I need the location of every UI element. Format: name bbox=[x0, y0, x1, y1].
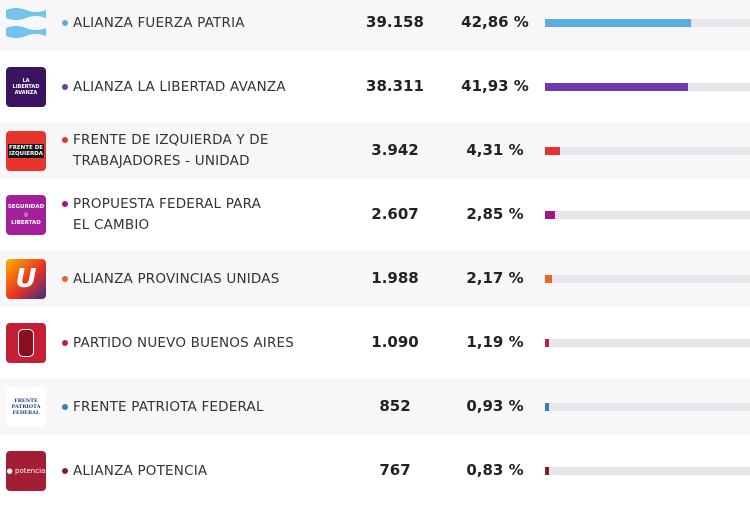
party-name-line: EL CAMBIO bbox=[73, 217, 150, 233]
party-row: U ALIANZA PROVINCIAS UNIDAS 1.988 2,17 % bbox=[0, 251, 750, 307]
party-logo-icon bbox=[6, 323, 46, 363]
vote-share-bar bbox=[545, 19, 750, 27]
party-name: PROPUESTA FEDERAL PARA EL CAMBIO bbox=[62, 194, 261, 236]
party-color-dot-icon bbox=[62, 201, 68, 207]
vote-share-fill bbox=[545, 339, 550, 347]
party-row: ● potencia ALIANZA POTENCIA 767 0,83 % bbox=[0, 435, 750, 507]
party-logo-icon: LA LIBERTAD AVANZA bbox=[6, 67, 46, 107]
party-name-line: ALIANZA POTENCIA bbox=[73, 462, 208, 479]
party-votes: 3.942 bbox=[371, 141, 419, 159]
vote-share-fill bbox=[545, 211, 555, 219]
party-row: FRENTE PATRIOTA FEDERAL FRENTE PATRIOTA FED… bbox=[0, 379, 750, 435]
vote-share-fill bbox=[545, 83, 688, 91]
party-row: FRENTE DE IZQUIERDA FRENTE DE IZQUIERDA Y … bbox=[0, 123, 750, 179]
party-name: ALIANZA FUERZA PATRIA bbox=[62, 13, 245, 34]
party-row: ALIANZA FUERZA PATRIA 39.158 42,86 % bbox=[0, 0, 750, 51]
party-row: SEGURIDAD ◎ LIBERTAD PROPUESTA FEDERAL PARA… bbox=[0, 179, 750, 251]
party-votes: 1.090 bbox=[371, 333, 419, 351]
party-percent: 0,93 % bbox=[466, 397, 524, 415]
party-logo-icon bbox=[6, 3, 46, 43]
party-logo-icon: U bbox=[6, 259, 46, 299]
party-row: LA LIBERTAD AVANZA ALIANZA LA LIBERTAD AVAN… bbox=[0, 51, 750, 123]
vote-share-bar bbox=[545, 339, 750, 347]
party-votes: 38.311 bbox=[366, 77, 424, 95]
party-votes: 39.158 bbox=[366, 13, 424, 31]
party-percent: 2,85 % bbox=[466, 205, 524, 223]
vote-share-bar bbox=[545, 147, 750, 155]
party-name: ALIANZA POTENCIA bbox=[62, 461, 207, 482]
party-votes: 767 bbox=[379, 461, 411, 479]
party-name-line: PARTIDO NUEVO BUENOS AIRES bbox=[73, 334, 295, 351]
vote-share-bar bbox=[545, 275, 750, 283]
vote-share-fill bbox=[545, 275, 553, 283]
party-color-dot-icon bbox=[62, 339, 68, 346]
party-name-line: FRENTE DE IZQUIERDA Y DE bbox=[73, 132, 269, 148]
party-color-dot-icon bbox=[62, 83, 68, 90]
party-logo-icon: ● potencia bbox=[6, 451, 46, 491]
party-color-dot-icon bbox=[62, 403, 68, 410]
party-name-line: ALIANZA PROVINCIAS UNIDAS bbox=[73, 270, 280, 287]
party-name-line: ALIANZA LA LIBERTAD AVANZA bbox=[73, 78, 286, 95]
party-logo-icon: FRENTE PATRIOTA FEDERAL bbox=[6, 387, 46, 427]
party-row: PARTIDO NUEVO BUENOS AIRES 1.090 1,19 % bbox=[0, 307, 750, 379]
party-votes: 1.988 bbox=[371, 269, 419, 287]
vote-share-bar bbox=[545, 83, 750, 91]
vote-share-bar bbox=[545, 403, 750, 411]
party-color-dot-icon bbox=[62, 275, 68, 282]
vote-share-fill bbox=[545, 147, 560, 155]
party-percent: 4,31 % bbox=[466, 141, 524, 159]
party-logo-icon: FRENTE DE IZQUIERDA bbox=[6, 131, 46, 171]
party-name: ALIANZA LA LIBERTAD AVANZA bbox=[62, 77, 286, 98]
party-percent: 0,83 % bbox=[466, 461, 524, 479]
party-color-dot-icon bbox=[62, 19, 68, 26]
party-logo-icon: SEGURIDAD ◎ LIBERTAD bbox=[6, 195, 46, 235]
party-name-line: FRENTE PATRIOTA FEDERAL bbox=[73, 398, 264, 415]
party-percent: 42,86 % bbox=[461, 13, 529, 31]
vote-share-fill bbox=[545, 19, 691, 27]
party-percent: 1,19 % bbox=[466, 333, 524, 351]
party-percent: 41,93 % bbox=[461, 77, 529, 95]
vote-share-fill bbox=[545, 403, 549, 411]
party-name: PARTIDO NUEVO BUENOS AIRES bbox=[62, 333, 294, 354]
party-name: FRENTE DE IZQUIERDA Y DE TRABAJADORES - U… bbox=[62, 130, 269, 172]
party-name-line: ALIANZA FUERZA PATRIA bbox=[73, 14, 245, 31]
party-color-dot-icon bbox=[62, 137, 68, 143]
vote-share-fill bbox=[545, 467, 549, 475]
party-name-line: PROPUESTA FEDERAL PARA bbox=[73, 196, 262, 212]
party-name: FRENTE PATRIOTA FEDERAL bbox=[62, 397, 264, 418]
vote-share-bar bbox=[545, 211, 750, 219]
vote-share-bar bbox=[545, 467, 750, 475]
party-percent: 2,17 % bbox=[466, 269, 524, 287]
party-name-line: TRABAJADORES - UNIDAD bbox=[73, 153, 250, 169]
party-votes: 2.607 bbox=[371, 205, 419, 223]
party-votes: 852 bbox=[379, 397, 411, 415]
party-color-dot-icon bbox=[62, 467, 68, 474]
party-name: ALIANZA PROVINCIAS UNIDAS bbox=[62, 269, 280, 290]
